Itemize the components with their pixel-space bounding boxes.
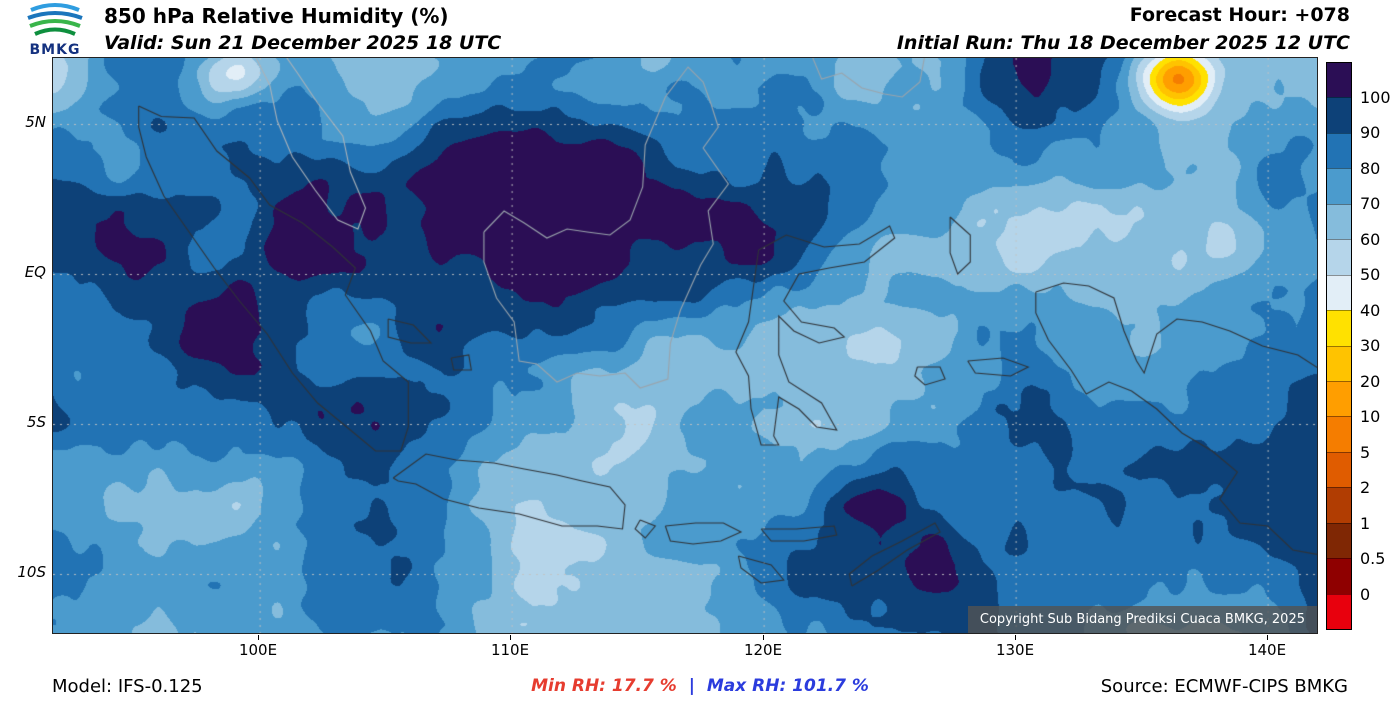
colorbar-tick-label: 30 bbox=[1360, 336, 1381, 355]
lat-label-5n: 5N bbox=[25, 113, 46, 131]
colorbar-tick-label: 10 bbox=[1360, 407, 1381, 426]
colorbar-segment bbox=[1327, 416, 1351, 452]
humidity-map-canvas bbox=[53, 58, 1317, 633]
colorbar-segment bbox=[1327, 97, 1351, 133]
model-text: Model: IFS-0.125 bbox=[52, 676, 203, 697]
min-rh-text: Min RH: 17.7 % bbox=[531, 676, 677, 696]
bmkg-logo: BMKG bbox=[10, 2, 100, 58]
colorbar-segment bbox=[1327, 522, 1351, 559]
colorbar-tick-label: 1 bbox=[1360, 513, 1371, 533]
colorbar bbox=[1326, 62, 1352, 630]
lat-label-5s: 5S bbox=[26, 413, 46, 431]
colorbar-tick-label: 80 bbox=[1360, 158, 1381, 178]
initial-run: Initial Run: Thu 18 December 2025 12 UTC bbox=[896, 32, 1350, 54]
lon-label-110e: 110E bbox=[490, 641, 530, 659]
colorbar-tick-label: 20 bbox=[1360, 371, 1381, 391]
bmkg-logo-icon bbox=[27, 3, 83, 36]
colorbar-tick-label: 2 bbox=[1360, 478, 1371, 497]
colorbar-tick-label: 50 bbox=[1360, 265, 1381, 284]
colorbar-segment bbox=[1327, 451, 1351, 488]
colorbar-segment bbox=[1327, 380, 1351, 417]
colorbar-ticks: 100 90 80 70 60 50 40 30 20 10 5 2 1 0.5… bbox=[1360, 62, 1400, 630]
valid-time: Valid: Sun 21 December 2025 18 UTC bbox=[104, 32, 502, 54]
colorbar-tick-label: 90 bbox=[1360, 123, 1381, 142]
map-frame: Copyright Sub Bidang Prediksi Cuaca BMKG… bbox=[52, 57, 1318, 634]
axis-tick bbox=[1015, 635, 1016, 640]
lon-label-140e: 140E bbox=[1247, 641, 1287, 659]
colorbar-segment bbox=[1327, 168, 1351, 204]
colorbar-tick-label: 70 bbox=[1360, 194, 1381, 213]
colorbar-segment bbox=[1327, 239, 1351, 275]
page-title: 850 hPa Relative Humidity (%) bbox=[104, 4, 449, 28]
colorbar-tick-label: 0 bbox=[1360, 584, 1371, 604]
colorbar-tick-label: 100 bbox=[1360, 87, 1391, 107]
colorbar-segment bbox=[1327, 593, 1351, 629]
colorbar-tick-label: 5 bbox=[1360, 442, 1371, 462]
bmkg-logo-text: BMKG bbox=[29, 42, 81, 58]
colorbar-segment bbox=[1327, 345, 1351, 381]
colorbar-segment bbox=[1327, 203, 1351, 240]
min-max-line: Min RH: 17.7 % | Max RH: 101.7 % bbox=[0, 676, 1400, 696]
source-text: Source: ECMWF-CIPS BMKG bbox=[1100, 676, 1348, 697]
forecast-hour: Forecast Hour: +078 bbox=[1129, 4, 1350, 26]
colorbar-tick-label: 60 bbox=[1360, 229, 1381, 249]
lon-label-100e: 100E bbox=[238, 641, 278, 659]
colorbar-segment bbox=[1327, 487, 1351, 523]
axis-tick bbox=[258, 635, 259, 640]
colorbar-segment bbox=[1327, 63, 1351, 98]
lon-label-130e: 130E bbox=[995, 641, 1035, 659]
lat-label-10s: 10S bbox=[17, 563, 46, 581]
colorbar-tick-label: 40 bbox=[1360, 300, 1381, 320]
colorbar-segment bbox=[1327, 132, 1351, 169]
axis-tick bbox=[763, 635, 764, 640]
colorbar-segment bbox=[1327, 274, 1351, 311]
colorbar-tick-label: 0.5 bbox=[1360, 549, 1386, 568]
copyright-badge: Copyright Sub Bidang Prediksi Cuaca BMKG… bbox=[967, 606, 1317, 633]
axis-tick bbox=[510, 635, 511, 640]
lon-label-120e: 120E bbox=[743, 641, 783, 659]
lat-label-eq: EQ bbox=[24, 263, 46, 281]
axis-tick bbox=[1267, 635, 1268, 640]
colorbar-segment bbox=[1327, 558, 1351, 594]
min-max-separator: | bbox=[688, 676, 695, 696]
max-rh-text: Max RH: 101.7 % bbox=[706, 676, 869, 696]
colorbar-segment bbox=[1327, 310, 1351, 346]
